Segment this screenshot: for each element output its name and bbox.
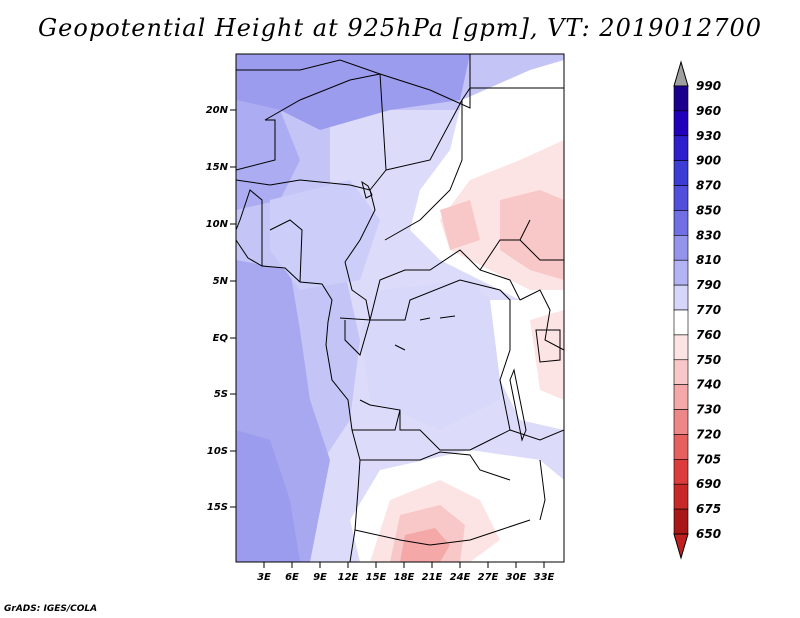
geopotential-field [236, 54, 564, 562]
latitude-axis: 20N 15N 10N 5N EQ 5S 10S 15S [206, 105, 236, 513]
colorbar-swatch [673, 309, 689, 336]
colorbar-swatch [673, 409, 689, 435]
colorbar-swatch [673, 459, 689, 485]
border-angola [360, 451, 511, 481]
lon-label: 21E [422, 572, 443, 583]
colorbar-label: 740 [696, 378, 721, 392]
border-congo [344, 319, 371, 356]
border-north-2 [264, 73, 387, 191]
colorbar-label: 990 [696, 79, 721, 93]
congo-river [394, 315, 456, 351]
colorbar-swatch [673, 359, 689, 385]
lon-label: 33E [534, 572, 555, 583]
field-nigeria-790 [270, 180, 380, 290]
border-sudan [461, 87, 564, 101]
border-chad [384, 99, 463, 241]
border-namibia [354, 519, 531, 546]
colorbar-swatch [673, 483, 689, 510]
lon-label: 3E [257, 572, 271, 583]
country-borders [236, 54, 564, 562]
field-740-sudan [440, 200, 480, 250]
border-east [519, 289, 564, 351]
colorbar-swatch [673, 185, 689, 211]
lat-label: 10N [206, 219, 229, 230]
lon-label: 18E [394, 572, 415, 583]
colorbar-label: 675 [696, 502, 721, 516]
lat-label: 10S [207, 446, 228, 457]
colorbar-label: 705 [696, 452, 721, 466]
colorbar-label: 830 [696, 228, 721, 242]
lat-label: 15N [206, 162, 229, 173]
border-mali [236, 179, 376, 263]
lake-malawi [539, 459, 546, 521]
colorbar-swatch [673, 434, 689, 460]
colorbar-top-arrow [673, 60, 689, 87]
lake-victoria [535, 329, 561, 363]
colorbar-label: 900 [696, 154, 721, 168]
lon-label: 24E [450, 572, 471, 583]
border-south [352, 409, 401, 431]
border-tanzania [509, 429, 564, 441]
colorbar-label: 810 [696, 253, 721, 267]
lon-label: 9E [313, 572, 327, 583]
colorbar-swatch [673, 85, 689, 112]
colorbar-swatch [673, 110, 689, 137]
lon-label: 27E [478, 572, 499, 583]
border-north-3 [236, 119, 276, 171]
lat-label: 20N [206, 105, 229, 116]
field-740-ne [500, 190, 564, 280]
colorbar-swatch [673, 259, 689, 286]
lon-label: 12E [338, 572, 359, 583]
border-cameroon [339, 261, 371, 321]
colorbar-swatch [673, 210, 689, 236]
colorbar-swatch [673, 135, 689, 161]
lat-label: 15S [207, 502, 228, 513]
colorbar-label: 730 [696, 403, 721, 417]
colorbar-swatch [673, 508, 689, 535]
colorbar-label: 930 [696, 129, 721, 143]
border-nigeria [269, 219, 303, 283]
field-ocean-850 [236, 430, 300, 562]
border-w-africa [236, 189, 263, 266]
field-congo-770 [360, 280, 510, 430]
colorbar: 990 960 930 900 870 850 830 810 790 770 760 750 740 7… [673, 60, 721, 560]
field-750-east [530, 310, 564, 400]
colorbar-label: 960 [696, 104, 721, 118]
colorbar-swatch [673, 235, 689, 261]
lat-label: 5S [214, 389, 228, 400]
colorbar-swatch [673, 384, 689, 410]
border-ethiopia [519, 239, 564, 261]
colorbar-label: 770 [696, 303, 721, 317]
map-title: Geopotential Height at 925hPa [gpm], VT:… [38, 14, 762, 42]
colorbar-label: 760 [696, 328, 721, 342]
colorbar-label: 650 [696, 527, 721, 541]
coastline-west [236, 239, 361, 562]
lake-chad [361, 180, 373, 199]
lon-label: 15E [366, 572, 387, 583]
colorbar-label: 690 [696, 477, 721, 491]
colorbar-label: 750 [696, 353, 721, 367]
border-southsudan [479, 219, 531, 271]
lon-label: 30E [506, 572, 527, 583]
colorbar-swatch [673, 160, 689, 186]
field-nw-high [236, 54, 470, 130]
lat-label: EQ [213, 333, 229, 344]
lake-tanganyika [509, 368, 527, 442]
colorbar-label: 790 [696, 278, 721, 292]
colorbar-label: 850 [696, 203, 721, 217]
colorbar-bottom-arrow [673, 533, 689, 560]
lon-label: 6E [285, 572, 299, 583]
lat-label: 5N [213, 276, 229, 287]
plot-frame [235, 53, 565, 563]
colorbar-swatch [673, 334, 689, 361]
colorbar-label: 720 [696, 427, 721, 441]
longitude-axis: 3E 6E 9E 12E 15E 18E 21E 24E 27E 30E 33E [257, 562, 555, 583]
border-car [369, 249, 521, 321]
field-730-south [400, 528, 450, 562]
grads-credit: GrADS: IGES/COLA [4, 604, 98, 614]
colorbar-swatch [673, 284, 689, 311]
colorbar-label: 870 [696, 179, 721, 193]
